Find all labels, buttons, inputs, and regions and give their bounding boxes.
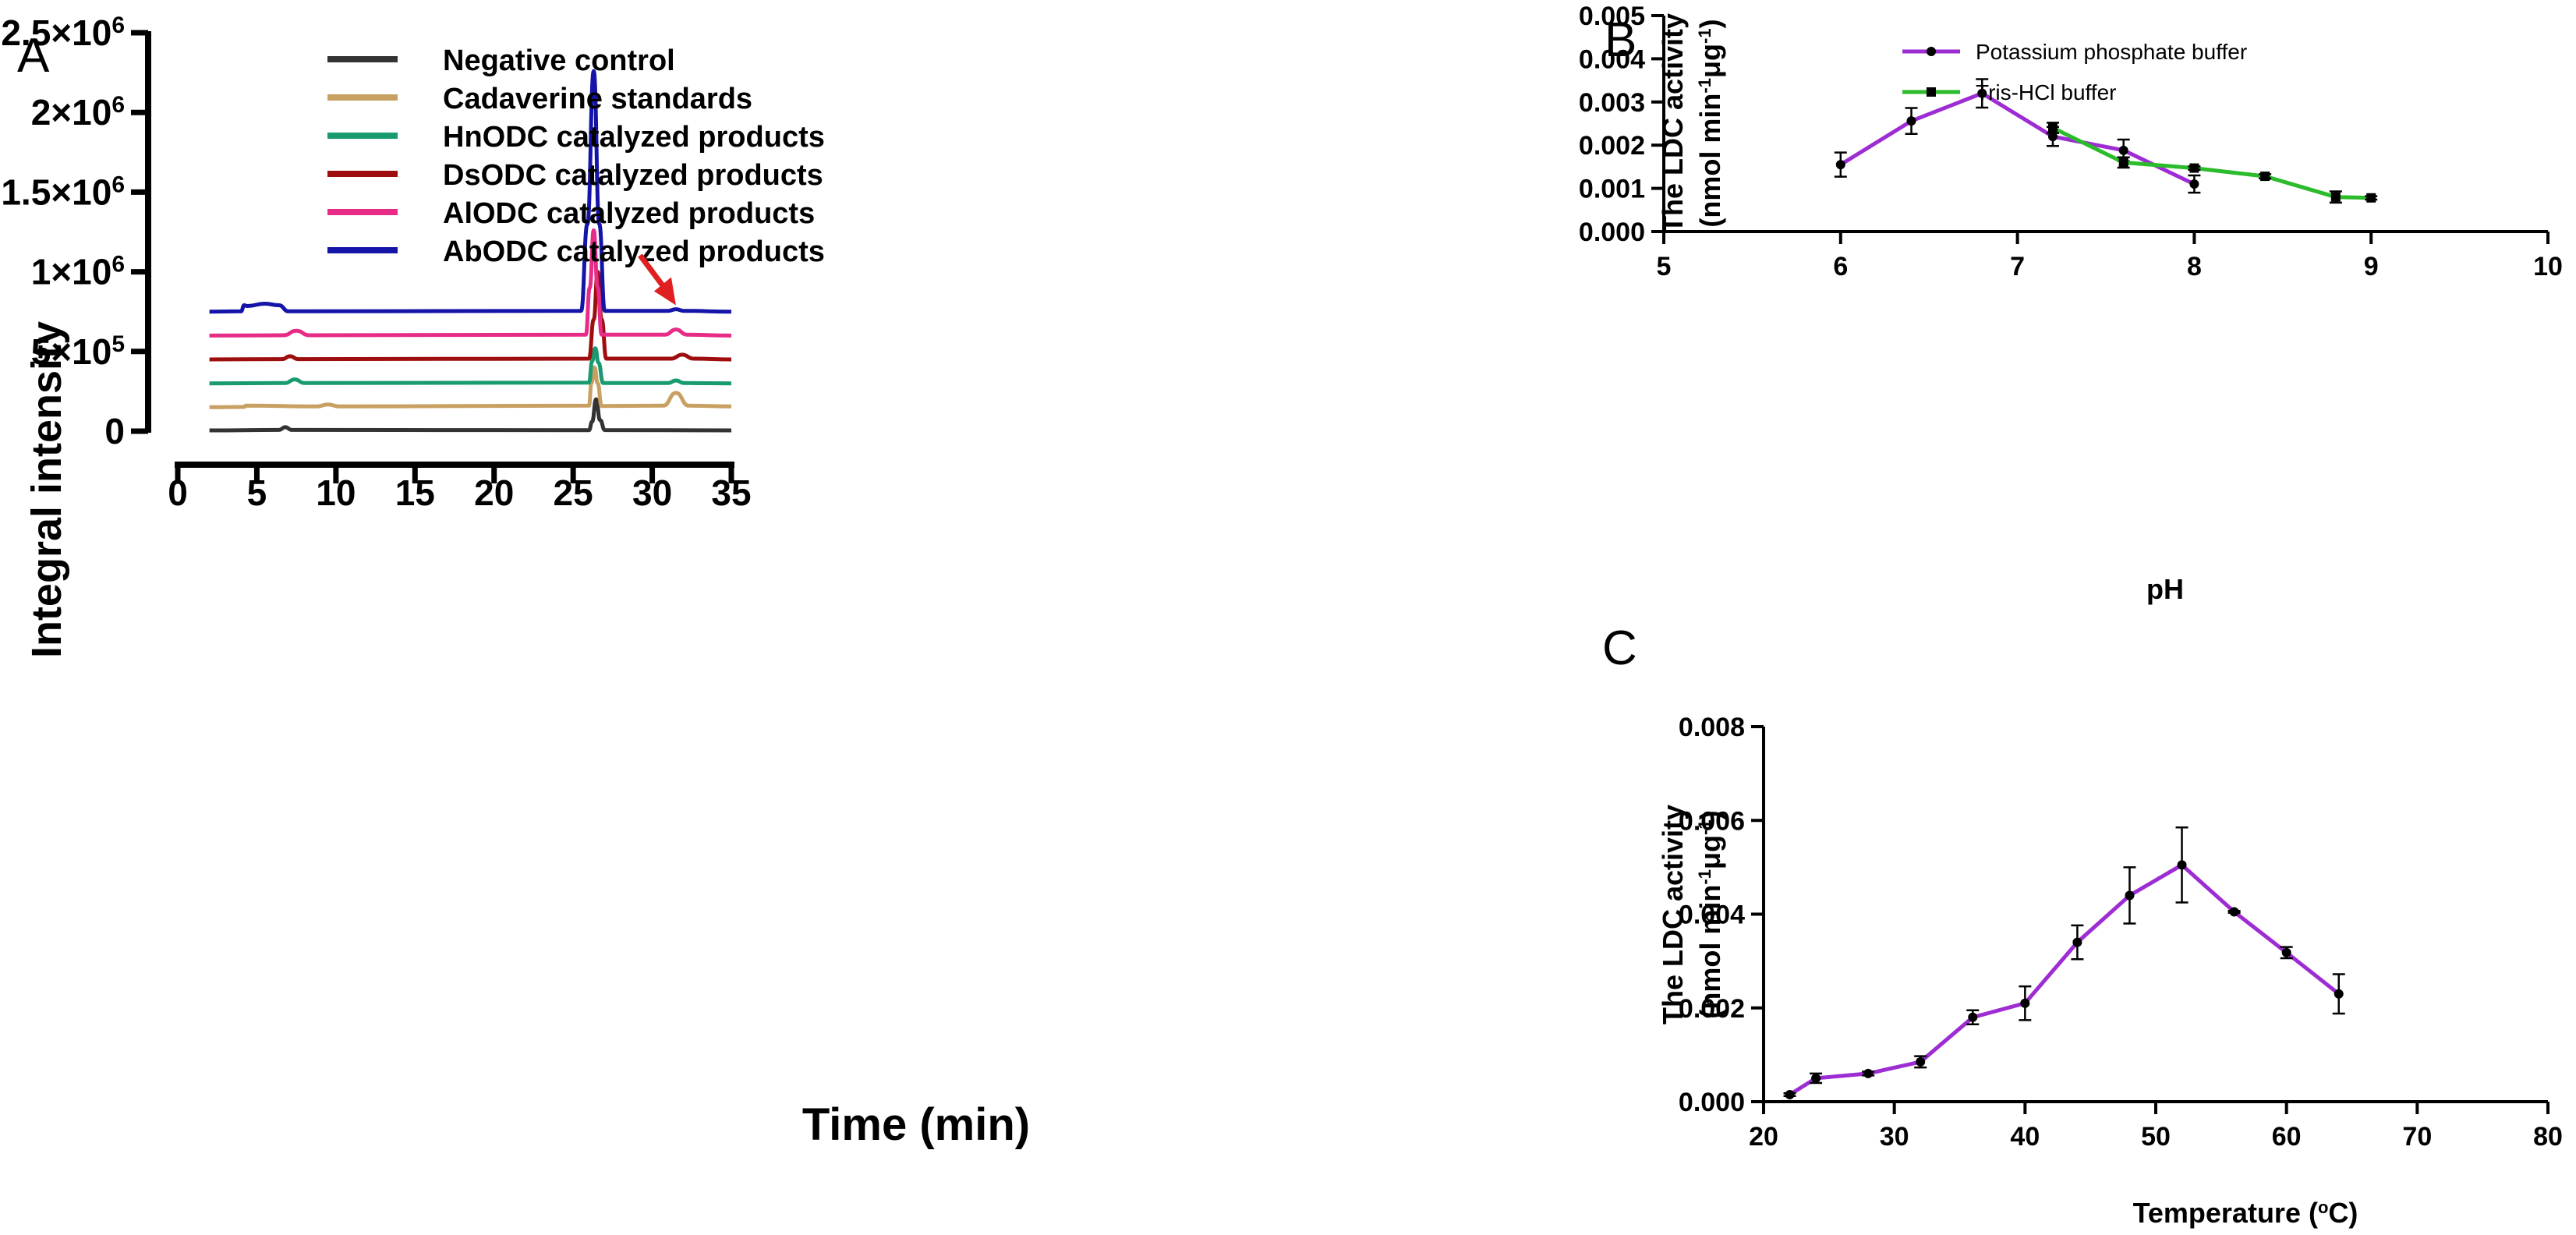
panel-c-point <box>1785 1089 1795 1099</box>
panel-b-point <box>2047 132 2058 142</box>
panel-b-y-tick-label: 0.001 <box>1579 175 1645 204</box>
panel-label-a: A <box>17 29 50 83</box>
panel-a-y-tick-label: 1×106 <box>31 251 125 292</box>
panel-c-y-axis-title: The LDC activity <box>1657 805 1689 1024</box>
panel-b-point <box>1977 88 1987 98</box>
panel-b-point <box>2189 179 2199 189</box>
panel-b-legend-label: Potassium phosphate buffer <box>1976 40 2247 64</box>
panel-c-x-tick-label: 80 <box>2533 1122 2563 1152</box>
panel-a-y-tick-label: 2×106 <box>31 92 125 133</box>
panel-a-legend-label: AlODC catalyzed products <box>443 197 815 230</box>
panel-b-ph-activity: 0.000 0.001 0.002 0.003 0.004 0.005 5 6 7 8 9 10 P… <box>1579 2 2563 605</box>
panel-b-point <box>2047 123 2058 133</box>
panel-a-x-tick-label: 35 <box>711 472 751 513</box>
panel-c-point <box>2072 937 2082 947</box>
panel-c-x-tick-label: 20 <box>1749 1122 1778 1152</box>
panel-a-y-tick-label: 5×105 <box>31 331 125 372</box>
panel-b-y-axis-unit: (nmol min-1μg-1) <box>1694 19 1726 227</box>
panel-b-legend-label: Tris-HCl buffer <box>1976 80 2116 104</box>
panel-b-point <box>2366 193 2376 203</box>
panel-a-series-line <box>209 270 732 362</box>
panel-c-point <box>2177 860 2187 870</box>
panel-a-series-line <box>209 397 732 433</box>
panel-a-x-tick-label: 30 <box>632 472 672 513</box>
panel-a-y-tick-label: 2.5×106 <box>1 12 125 54</box>
panel-a-legend-label: DsODC catalyzed products <box>443 159 823 192</box>
panel-b-series-line <box>2051 126 2372 200</box>
panel-c-y-tick-label: 0.004 <box>1679 901 1745 930</box>
panel-a-series-line <box>209 69 732 314</box>
panel-a-x-tick-label: 5 <box>247 472 267 513</box>
panel-b-point <box>1906 116 1916 126</box>
panel-b-x-tick-label: 6 <box>1833 252 1848 281</box>
panel-label-c: C <box>1602 621 1637 675</box>
panel-b-point <box>2330 192 2341 202</box>
panel-b-point <box>1835 160 1845 170</box>
panel-a-series-line <box>209 365 732 409</box>
panel-b-point <box>2189 163 2199 173</box>
panel-c-x-axis-title: Temperature (oC) <box>2133 1197 2358 1229</box>
panel-b-y-tick-label: 0.000 <box>1579 218 1645 247</box>
panel-a-y-tick-label: 0 <box>104 411 125 451</box>
panel-c-x-tick-label: 50 <box>2141 1122 2171 1152</box>
panel-c-point <box>1863 1068 1874 1078</box>
panel-c-y-axis-unit: (nmol min-1μg-1) <box>1694 810 1726 1018</box>
panel-b-x-axis-title: pH <box>2146 573 2184 605</box>
panel-b-point <box>2118 157 2128 168</box>
panel-a-y-axis-title: Integral intensity <box>23 321 70 658</box>
panel-c-point <box>1811 1073 1821 1083</box>
panel-b-legend-marker <box>1927 87 1936 97</box>
panel-a-x-tick-label: 15 <box>395 472 435 513</box>
panel-c-point <box>1916 1056 1926 1067</box>
panel-b-x-tick-label: 10 <box>2533 252 2563 281</box>
panel-c-point <box>2281 947 2291 957</box>
panel-a-legend-label: HnODC catalyzed products <box>443 121 825 154</box>
panel-b-y-tick-label: 0.002 <box>1579 131 1645 161</box>
panel-c-point <box>2229 907 2239 917</box>
panel-c-temperature-activity: 0.000 0.002 0.004 0.006 0.008 20 30 40 50 60 70 80… <box>1657 713 2563 1229</box>
panel-b-x-tick-label: 9 <box>2364 252 2379 281</box>
panel-c-x-tick-label: 60 <box>2272 1122 2302 1152</box>
panel-b-point <box>2118 145 2128 155</box>
panel-a-x-tick-label: 25 <box>554 472 593 513</box>
panel-c-point <box>2125 890 2135 901</box>
panel-b-y-axis-title: The LDC activity <box>1657 13 1689 233</box>
panel-b-y-tick-label: 0.004 <box>1579 44 1645 74</box>
panel-a-series-line <box>209 228 732 338</box>
panel-a-chromatogram: 0 5×105 1×106 1.5×106 2×106 2.5×106 0 5 10 15 20 2… <box>1 12 1030 1151</box>
panel-c-series-line <box>1789 862 2341 1097</box>
panel-b-x-tick-label: 5 <box>1657 252 1672 281</box>
panel-b-y-tick-label: 0.003 <box>1579 88 1645 118</box>
panel-c-point <box>2020 998 2030 1008</box>
panel-a-series-line <box>209 346 732 386</box>
panel-c-x-tick-label: 40 <box>2010 1122 2040 1152</box>
panel-label-b: B <box>1605 13 1637 67</box>
panel-b-series-line <box>1839 90 2196 186</box>
panel-a-y-tick-label: 1.5×106 <box>1 172 125 213</box>
panel-c-y-tick-label: 0.008 <box>1679 713 1745 742</box>
panel-a-x-tick-label: 20 <box>474 472 514 513</box>
panel-c-point <box>1968 1012 1978 1022</box>
panel-c-y-tick-label: 0.006 <box>1679 806 1745 836</box>
panel-a-legend-label: Negative control <box>443 44 675 77</box>
panel-a-arrow-head <box>653 277 676 306</box>
panel-a-x-tick-label: 0 <box>168 472 188 513</box>
panel-a-legend-label: Cadaverine standards <box>443 83 752 115</box>
panel-b-x-tick-label: 8 <box>2187 252 2202 281</box>
panel-b-legend-marker <box>1927 47 1936 56</box>
panel-a-legend-label: AbODC catalyzed products <box>443 235 825 268</box>
panel-c-y-tick-label: 0.002 <box>1679 994 1745 1024</box>
panel-b-x-tick-label: 7 <box>2010 252 2025 281</box>
panel-b-y-tick-label: 0.005 <box>1579 2 1645 31</box>
panel-b-point <box>2260 172 2270 182</box>
panel-c-x-tick-label: 30 <box>1880 1122 1909 1152</box>
panel-c-point <box>2334 989 2344 999</box>
panel-a-x-axis-title: Time (min) <box>802 1099 1030 1150</box>
panel-c-x-tick-label: 70 <box>2402 1122 2432 1152</box>
panel-a-x-tick-label: 10 <box>316 472 356 513</box>
panel-c-y-tick-label: 0.000 <box>1679 1088 1745 1117</box>
